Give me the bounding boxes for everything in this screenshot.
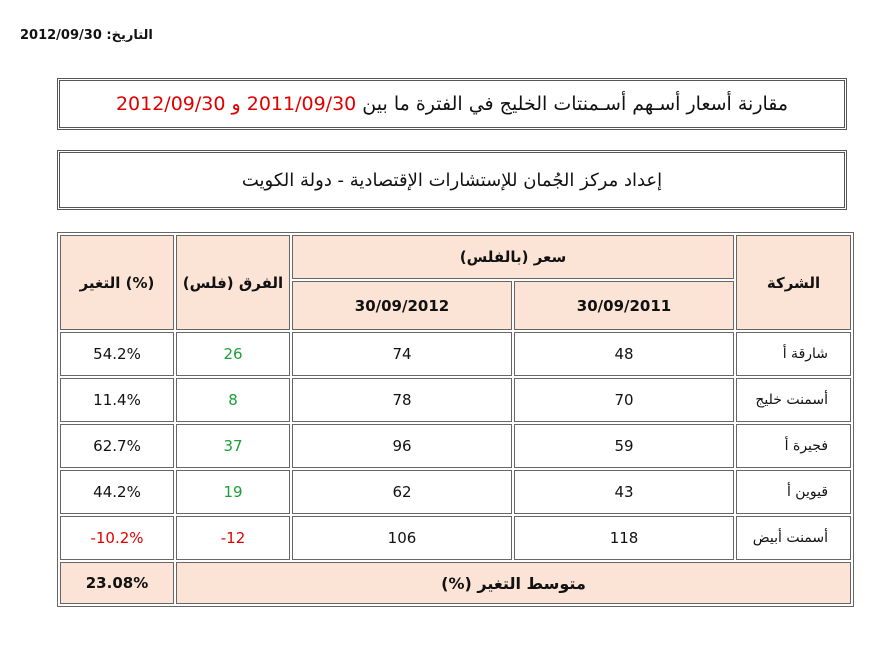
table-row: 62.7% 37 96 59 فجيرة أ [60, 424, 852, 468]
table-row: 54.2% 26 74 48 شارقة أ [60, 332, 852, 376]
diff-cell: 26 [176, 332, 290, 376]
header-change: التغير (%) [60, 235, 174, 330]
price-2012-cell: 62 [292, 470, 512, 514]
subtitle-text: إعداد مركز الجُمان للإستشارات الإقتصادية… [241, 169, 663, 191]
average-change-value: 23.08% [60, 562, 174, 604]
page-subtitle: إعداد مركز الجُمان للإستشارات الإقتصادية… [57, 150, 847, 210]
title-date-from: 2011/09/30 [246, 93, 357, 115]
report-date: التاريخ: 2012/09/30 [20, 28, 153, 43]
price-2011-cell: 70 [514, 378, 735, 422]
company-cell: أسمنت خليج [736, 378, 852, 422]
company-cell: فجيرة أ [736, 424, 852, 468]
company-cell: أسمنت أبيض [736, 516, 852, 560]
title-prefix: مقارنة أسعار أسـهم أسـمنتات الخليج في ال… [362, 93, 789, 115]
page-title: مقارنة أسعار أسـهم أسـمنتات الخليج في ال… [57, 78, 847, 130]
header-date-2011: 30/09/2011 [514, 281, 735, 330]
header-price-group: سعر (بالفلس) [292, 235, 735, 279]
company-cell: شارقة أ [736, 332, 852, 376]
average-row: 23.08% متوسط التغير (%) [60, 562, 852, 604]
average-change-label: متوسط التغير (%) [176, 562, 852, 604]
table-row: 11.4% 8 78 70 أسمنت خليج [60, 378, 852, 422]
company-cell: قيوين أ [736, 470, 852, 514]
header-diff: الفرق (فلس) [176, 235, 290, 330]
diff-cell: 8 [176, 378, 290, 422]
diff-cell: 37 [176, 424, 290, 468]
price-comparison-table: التغير (%) الفرق (فلس) سعر (بالفلس) الشر… [57, 232, 855, 607]
change-cell: -10.2% [60, 516, 174, 560]
price-2012-cell: 106 [292, 516, 512, 560]
table-row: 44.2% 19 62 43 قيوين أ [60, 470, 852, 514]
report-date-value: 2012/09/30 [20, 28, 102, 43]
price-2011-cell: 43 [514, 470, 735, 514]
change-cell: 11.4% [60, 378, 174, 422]
table-row: -10.2% -12 106 118 أسمنت أبيض [60, 516, 852, 560]
title-joiner: و [231, 93, 241, 115]
header-company: الشركة [736, 235, 852, 330]
price-2011-cell: 48 [514, 332, 735, 376]
change-cell: 62.7% [60, 424, 174, 468]
report-date-label: التاريخ: [106, 28, 153, 43]
diff-cell: 19 [176, 470, 290, 514]
price-2012-cell: 74 [292, 332, 512, 376]
price-2011-cell: 59 [514, 424, 735, 468]
header-date-2012: 30/09/2012 [292, 281, 512, 330]
price-2011-cell: 118 [514, 516, 735, 560]
diff-cell: -12 [176, 516, 290, 560]
title-date-to: 2012/09/30 [115, 93, 226, 115]
price-2012-cell: 78 [292, 378, 512, 422]
change-cell: 54.2% [60, 332, 174, 376]
change-cell: 44.2% [60, 470, 174, 514]
price-2012-cell: 96 [292, 424, 512, 468]
